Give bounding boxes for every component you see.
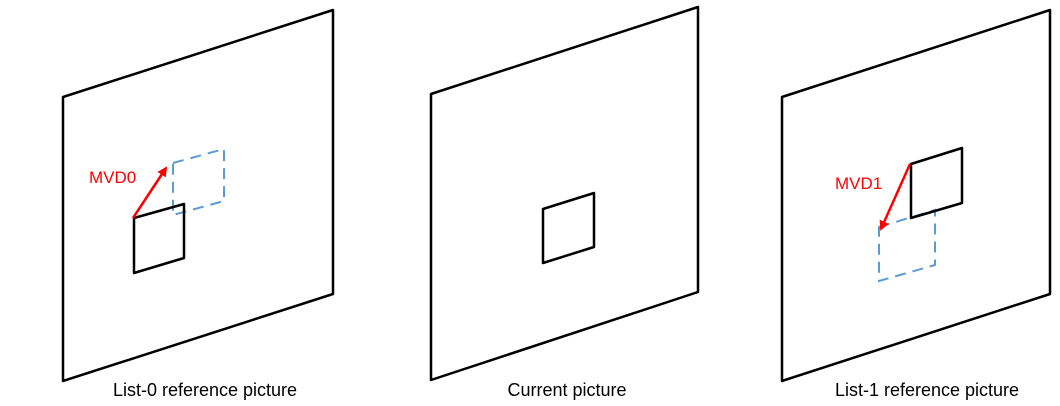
list1-reference-panel: MVD1 List-1 reference picture bbox=[780, 8, 1052, 400]
list1-caption: List-1 reference picture bbox=[835, 380, 1019, 400]
list0-current-block-position bbox=[132, 202, 186, 275]
current-picture-panel: Current picture bbox=[429, 5, 700, 400]
mvd0-arrow bbox=[131, 166, 168, 219]
mvd0-label: MVD0 bbox=[89, 168, 136, 187]
mvd1-arrow bbox=[879, 163, 912, 231]
current-block bbox=[541, 191, 596, 265]
list0-picture-frame bbox=[61, 8, 335, 383]
mvd1-label: MVD1 bbox=[835, 174, 882, 193]
list1-current-block-position bbox=[909, 146, 964, 220]
list0-caption: List-0 reference picture bbox=[113, 380, 297, 400]
current-picture-frame bbox=[429, 5, 700, 382]
list1-picture-frame bbox=[780, 8, 1052, 383]
list1-reference-block bbox=[878, 208, 936, 283]
list0-reference-panel: MVD0 List-0 reference picture bbox=[61, 8, 335, 400]
current-caption: Current picture bbox=[507, 380, 626, 400]
